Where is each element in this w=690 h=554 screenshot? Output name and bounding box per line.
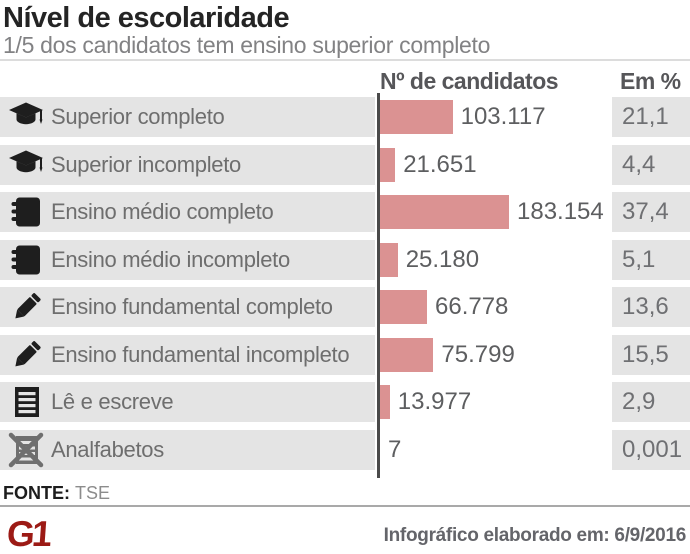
- percent-badge: 37,4: [612, 192, 690, 232]
- source-credit: FONTE: TSE: [3, 483, 110, 504]
- notebook-icon: [7, 242, 45, 278]
- bar: [380, 242, 398, 277]
- education-level-label: Ensino médio incompleto: [51, 246, 290, 272]
- table-row: Ensino médio completo 183.154 37,4: [0, 192, 690, 232]
- pencil-icon: [7, 289, 45, 325]
- footer-divider: [0, 505, 690, 507]
- page-subtitle: 1/5 dos candidatos tem ensino superior c…: [3, 32, 491, 58]
- graduation-cap-icon: [7, 99, 45, 135]
- percent-badge: 2,9: [612, 382, 690, 422]
- table-row: Ensino fundamental incompleto 75.799 15,…: [0, 334, 690, 375]
- illiterate-icon: [7, 432, 45, 468]
- table-row: Ensino médio incompleto 25.180 5,1: [0, 239, 690, 280]
- bar: [380, 147, 396, 182]
- education-level-label: Superior incompleto: [51, 151, 241, 177]
- percent-badge: 4,4: [612, 144, 690, 185]
- education-level-label: Ensino médio completo: [51, 199, 274, 224]
- education-level-label: Superior completo: [51, 104, 225, 129]
- value-label: 75.799: [441, 340, 515, 368]
- read-write-icon: [7, 384, 45, 420]
- bar: [380, 337, 434, 372]
- page-title: Nível de escolaridade: [3, 2, 290, 34]
- bar-chart: Superior completo 103.117 21,1 Superior …: [0, 97, 690, 477]
- education-level-label: Lê e escreve: [51, 389, 174, 414]
- bar: [380, 385, 390, 419]
- bar: [380, 100, 453, 134]
- education-level-label: Analfabetos: [51, 436, 164, 462]
- value-label: 103.117: [460, 103, 546, 130]
- source-label: FONTE:: [3, 483, 70, 503]
- table-row: Lê e escreve 13.977 2,9: [0, 382, 690, 422]
- source-value: TSE: [75, 483, 111, 503]
- percent-badge: 15,5: [612, 334, 690, 375]
- graduation-cap-icon: [7, 147, 45, 183]
- value-label: 66.778: [435, 293, 509, 320]
- credit-text: Infográfico elaborado em: 6/9/2016: [383, 525, 687, 546]
- value-label: 21.651: [403, 150, 477, 178]
- value-label: 13.977: [397, 388, 472, 415]
- column-header-candidates: Nº de candidatos: [380, 68, 559, 94]
- percent-badge: 0,001: [612, 429, 690, 470]
- percent-badge: 5,1: [612, 239, 690, 280]
- table-row: Superior completo 103.117 21,1: [0, 97, 690, 137]
- table-row: Analfabetos 7 0,001: [0, 429, 690, 470]
- value-label: 183.154: [517, 198, 604, 225]
- value-label: 25.180: [405, 245, 480, 273]
- axis-line: [377, 93, 380, 478]
- percent-badge: 13,6: [612, 287, 690, 327]
- table-row: Superior incompleto 21.651 4,4: [0, 144, 690, 185]
- pencil-icon: [7, 337, 45, 373]
- education-level-label: Ensino fundamental completo: [51, 294, 333, 319]
- notebook-icon: [7, 194, 45, 230]
- bar: [380, 195, 509, 229]
- table-row: Ensino fundamental completo 66.778 13,6: [0, 287, 690, 327]
- column-header-percent: Em %: [620, 68, 681, 94]
- percent-badge: 21,1: [612, 97, 690, 137]
- g1-logo: G1: [5, 513, 51, 554]
- value-label: 7: [388, 435, 402, 463]
- header-divider: [0, 59, 690, 61]
- bar: [380, 290, 427, 324]
- education-level-label: Ensino fundamental incompleto: [51, 341, 350, 367]
